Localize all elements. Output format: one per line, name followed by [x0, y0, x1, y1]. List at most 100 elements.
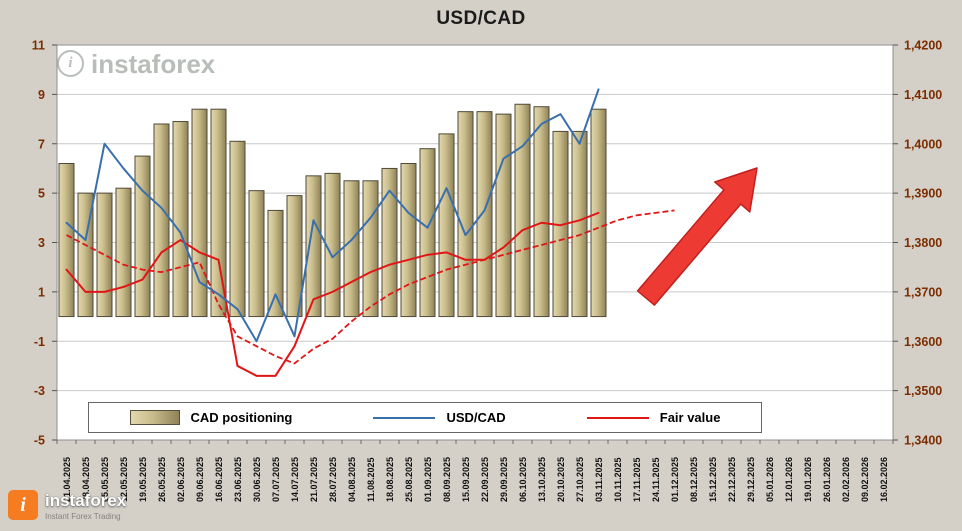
x-axis-tick-label: 27.10.2025 [575, 457, 585, 502]
x-axis-tick-label: 09.02.2026 [860, 457, 870, 502]
x-axis-tick-label: 02.02.2026 [841, 457, 851, 502]
bar [324, 172, 341, 318]
right-axis-labels: 1,4200 1,4100 1,4000 1,3900 1,3800 1,3700 1,36… [904, 39, 942, 448]
right-axis-tick-label: 1,3900 [904, 187, 942, 201]
bar [172, 121, 189, 318]
x-axis-tick-label: 14.07.2025 [290, 457, 300, 502]
fair-value-line [65, 211, 600, 377]
x-axis-tick-label: 22.12.2025 [727, 457, 737, 502]
x-axis-tick-label: 08.09.2025 [442, 457, 452, 502]
left-axis-tick-label: 11 [32, 39, 45, 53]
x-axis-tick-label: 26.01.2026 [822, 457, 832, 502]
bar [400, 163, 417, 318]
bar [115, 187, 132, 318]
left-axis-tick-label: 9 [38, 88, 45, 102]
bar [381, 167, 398, 318]
left-axis-tick-label: 5 [38, 187, 45, 201]
watermark-text: instaforex [91, 48, 216, 79]
bar [362, 180, 379, 318]
bar [286, 195, 303, 318]
right-axis-tick-label: 1,3600 [904, 335, 942, 349]
x-axis-tick-label: 21.04.2025 [62, 457, 72, 502]
x-axis-labels: 21.04.2025 28.04.2025 05.05.2025 12.05.2025… [62, 457, 889, 502]
fair-value-projection-line [66, 209, 675, 365]
x-axis-tick-label: 10.11.2025 [613, 457, 623, 502]
bar [343, 180, 360, 318]
bar [457, 111, 474, 318]
bar [210, 108, 227, 318]
legend-label: Fair value [659, 410, 721, 425]
x-axis-tick-label: 28.04.2025 [81, 457, 91, 502]
x-axis-tick-label: 04.08.2025 [347, 457, 357, 502]
bar [419, 148, 436, 318]
x-axis-tick-label: 30.06.2025 [252, 457, 262, 502]
x-axis-tick-label: 26.05.2025 [157, 457, 167, 502]
bar [305, 175, 322, 318]
x-axis-tick-label: 05.01.2026 [765, 457, 775, 502]
x-axis-tick-label: 29.12.2025 [746, 457, 756, 502]
legend-label: CAD positioning [190, 410, 293, 425]
x-axis-tick-label: 23.06.2025 [233, 457, 243, 502]
bar [191, 108, 208, 318]
bar [58, 163, 75, 318]
bar [571, 130, 588, 318]
legend-label: USD/CAD [446, 410, 506, 425]
instaforex-logo: i instaforex Instant Forex Trading [8, 490, 126, 521]
trend-arrow-up-icon [636, 167, 758, 306]
legend-item-usdcad: USD/CAD [373, 410, 506, 425]
instaforex-watermark: i instaforex [57, 50, 215, 77]
right-axis-tick-label: 1,3800 [904, 236, 942, 250]
bar [495, 113, 512, 318]
x-axis-tick-label: 15.09.2025 [461, 457, 471, 502]
x-axis-tick-label: 25.08.2025 [404, 457, 414, 502]
left-axis-tick-label: 3 [38, 236, 45, 250]
x-axis-tick-label: 09.06.2025 [195, 457, 205, 502]
chart-title: USD/CAD [436, 8, 526, 29]
axis-ticks [52, 44, 898, 444]
x-axis-tick-label: 13.10.2025 [537, 457, 547, 502]
x-axis-tick-label: 16.02.2026 [879, 457, 889, 502]
x-axis-tick-label: 29.09.2025 [499, 457, 509, 502]
left-axis-tick-label: 7 [38, 137, 45, 151]
bar [533, 106, 550, 318]
left-axis-tick-label: -5 [34, 434, 45, 448]
x-axis-tick-label: 06.10.2025 [518, 457, 528, 502]
x-axis-tick-label: 12.05.2025 [119, 457, 129, 502]
x-axis-tick-label: 24.11.2025 [651, 457, 661, 502]
x-axis-tick-label: 15.12.2025 [708, 457, 718, 502]
left-axis-labels: 11 9 7 5 3 1 -1 -3 -5 [32, 39, 45, 448]
bar [476, 111, 493, 318]
x-axis-tick-label: 02.06.2025 [176, 457, 186, 502]
x-axis-tick-label: 19.01.2026 [803, 457, 813, 502]
instaforex-logo-icon: i [8, 490, 38, 520]
x-axis-tick-label: 05.05.2025 [100, 457, 110, 502]
x-axis-tick-label: 20.10.2025 [556, 457, 566, 502]
instaforex-logo-text: instaforex Instant Forex Trading [45, 492, 126, 521]
x-axis-tick-label: 07.07.2025 [271, 457, 281, 502]
right-axis-tick-label: 1,4000 [904, 137, 942, 151]
x-axis-tick-label: 28.07.2025 [328, 457, 338, 502]
bar [96, 192, 113, 318]
line-swatch-icon [586, 416, 649, 419]
x-axis-tick-label: 17.11.2025 [632, 457, 642, 502]
usdcad-line [65, 88, 600, 343]
right-axis-tick-label: 1,3700 [904, 285, 942, 299]
left-axis-tick-label: 1 [38, 285, 45, 299]
bar [229, 140, 246, 318]
info-circle-icon: i [57, 50, 84, 77]
x-axis-tick-label: 01.12.2025 [670, 457, 680, 502]
bar [248, 190, 265, 318]
x-axis-tick-label: 18.08.2025 [385, 457, 395, 502]
bar [134, 155, 151, 318]
line-swatch-icon [373, 416, 436, 419]
brand-name: instaforex [45, 491, 127, 510]
bar [267, 209, 284, 318]
left-axis-tick-label: -3 [34, 384, 45, 398]
right-axis-tick-label: 1,3500 [904, 384, 942, 398]
bar [514, 103, 531, 318]
x-axis-tick-label: 08.12.2025 [689, 457, 699, 502]
x-axis-tick-label: 22.09.2025 [480, 457, 490, 502]
x-axis-tick-label: 21.07.2025 [309, 457, 319, 502]
